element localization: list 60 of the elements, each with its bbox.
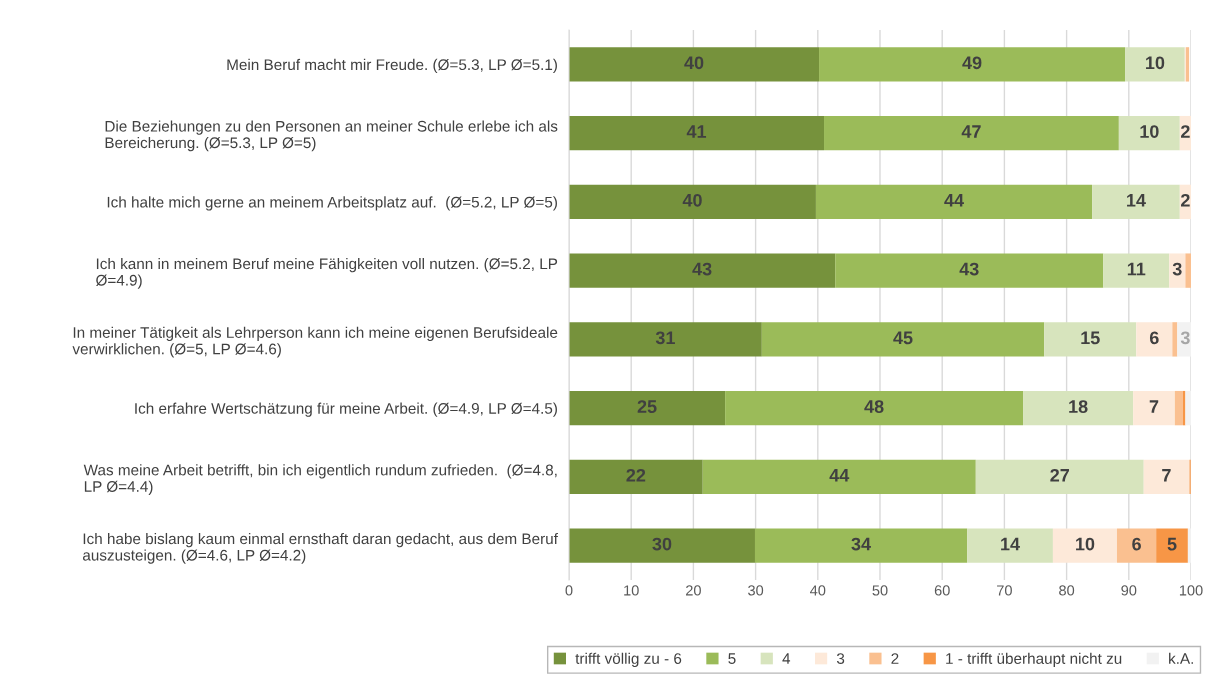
data-label: 15	[1081, 331, 1100, 345]
y-tick-label: Was meine Arbeit betrifft, bin ich eigentlich rundum zufrieden. (Ø=4.8, LP Ø=4.4)	[83, 464, 557, 495]
data-label: 6	[1149, 331, 1159, 345]
data-label: 14	[1001, 537, 1020, 551]
legend-label: 4	[782, 653, 791, 664]
y-tick-label: Mein Beruf macht mir Freude. (Ø=5.3, LP Ø=5.1)	[227, 58, 557, 74]
x-tick-label: 60	[934, 585, 950, 596]
x-tick-label: 20	[686, 585, 701, 596]
data-label: 45	[893, 331, 913, 345]
data-label: 22	[626, 468, 646, 482]
legend-label: 3	[836, 653, 845, 664]
y-tick-label: Ich habe bislang kaum einmal ernsthaft daran gedacht, aus dem Beruf auszusteigen. (Ø=4.6, LP Ø=4.2)	[82, 532, 558, 564]
data-label: 30	[652, 537, 672, 551]
legend-label: 1 - trifft überhaupt nicht zu	[946, 652, 1122, 667]
data-label: 14	[1127, 194, 1146, 207]
legend-label: trifft völlig zu - 6	[575, 652, 682, 667]
data-label: 31	[655, 331, 675, 345]
legend-label: 5	[728, 653, 736, 664]
data-label: 27	[1050, 468, 1070, 482]
data-label: 6	[1132, 537, 1141, 551]
x-tick-label: 30	[748, 585, 764, 596]
x-tick-label: 40	[810, 585, 826, 596]
y-tick-label: In meiner Tätigkeit als Lehrperson kann ich meine eigenen Berufsideale verwirklichen. (Ø=5, LP Ø=4.6)	[72, 326, 558, 358]
x-tick-label: 10	[624, 585, 639, 596]
y-tick-label: Ich halte mich gerne an meinem Arbeitsplatz auf. (Ø=5.2, LP Ø=5)	[107, 196, 557, 211]
legend-label: k.A.	[1169, 652, 1193, 664]
data-label: 49	[962, 56, 982, 70]
data-label: 43	[959, 262, 979, 276]
data-label: 48	[864, 400, 884, 413]
data-label: 34	[851, 537, 871, 551]
x-tick-label: 0	[565, 585, 573, 596]
data-label: 41	[686, 125, 707, 138]
x-tick-label: 100	[1179, 585, 1203, 596]
data-label: 2	[1181, 193, 1190, 207]
data-label: 10	[1076, 537, 1095, 551]
x-tick-label: 70	[997, 585, 1012, 596]
data-label: 25	[637, 400, 657, 413]
data-label: 3	[1172, 262, 1182, 276]
data-label: 5	[1167, 537, 1177, 551]
data-label: 7	[1162, 469, 1171, 482]
data-label: 40	[682, 193, 702, 207]
legend-label: 2	[891, 653, 899, 664]
data-label: 3	[1180, 331, 1190, 345]
x-tick-label: 90	[1121, 585, 1137, 596]
data-label: 11	[1127, 262, 1146, 276]
data-label: 10	[1146, 56, 1165, 70]
data-label: 7	[1149, 400, 1159, 413]
data-label: 2	[1181, 125, 1190, 138]
data-label: 44	[944, 194, 964, 207]
data-label: 10	[1140, 125, 1159, 138]
x-tick-label: 80	[1059, 585, 1075, 596]
y-tick-label: Die Beziehungen zu den Personen an meiner Schule erlebe ich als Bereicherung. (Ø=5.3, LP Ø=5)	[105, 120, 558, 152]
x-tick-label: 50	[872, 585, 888, 596]
data-label: 18	[1069, 400, 1088, 413]
y-tick-label: Ich kann in meinem Beruf meine Fähigkeiten voll nutzen. (Ø=5.2, LP Ø=4.9)	[96, 257, 558, 289]
data-label: 43	[692, 262, 712, 276]
data-label: 47	[961, 125, 981, 138]
data-label: 40	[684, 56, 704, 70]
y-tick-label: Ich erfahre Wertschätzung für meine Arbeit. (Ø=4.9, LP Ø=4.5)	[135, 402, 557, 417]
data-label: 44	[829, 469, 850, 482]
